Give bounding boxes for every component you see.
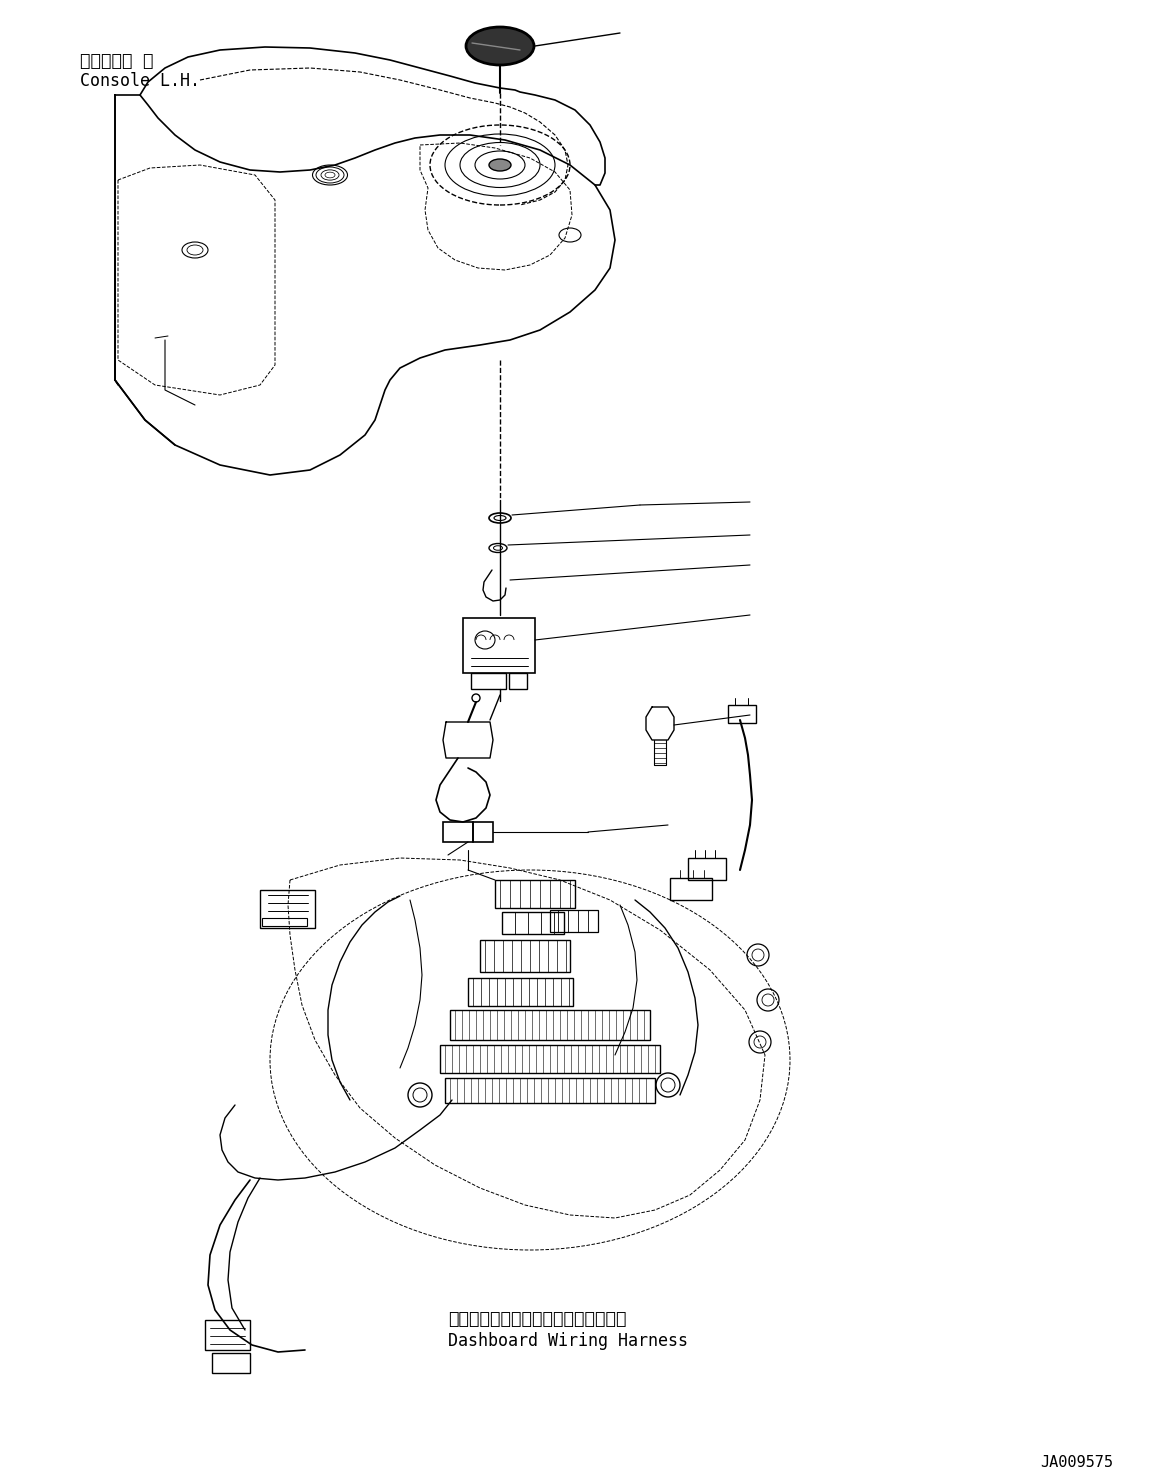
Text: Dashboard Wiring Harness: Dashboard Wiring Harness — [448, 1333, 688, 1350]
Text: JA009575: JA009575 — [1040, 1454, 1113, 1471]
Bar — [550, 910, 598, 932]
Bar — [728, 705, 756, 723]
Bar — [262, 919, 307, 926]
Bar — [468, 978, 573, 1006]
Bar — [502, 913, 564, 933]
Text: コンソール 左: コンソール 左 — [80, 52, 154, 70]
Bar — [480, 939, 570, 972]
Ellipse shape — [488, 159, 511, 171]
Text: ダッシュボードワイヤリングハーネス: ダッシュボードワイヤリングハーネス — [448, 1310, 627, 1328]
Bar — [509, 674, 527, 689]
Bar — [212, 1353, 250, 1373]
Bar — [445, 1077, 655, 1103]
Bar — [688, 858, 726, 880]
Bar — [443, 822, 473, 841]
Bar — [495, 880, 575, 908]
Text: Console L.H.: Console L.H. — [80, 73, 200, 91]
Ellipse shape — [466, 27, 534, 65]
Bar — [463, 617, 535, 674]
Bar — [205, 1319, 250, 1350]
Bar — [450, 1011, 650, 1040]
Bar — [670, 879, 712, 899]
Bar — [471, 674, 506, 689]
Bar — [440, 1045, 659, 1073]
Bar — [473, 822, 493, 841]
Bar — [261, 890, 315, 928]
